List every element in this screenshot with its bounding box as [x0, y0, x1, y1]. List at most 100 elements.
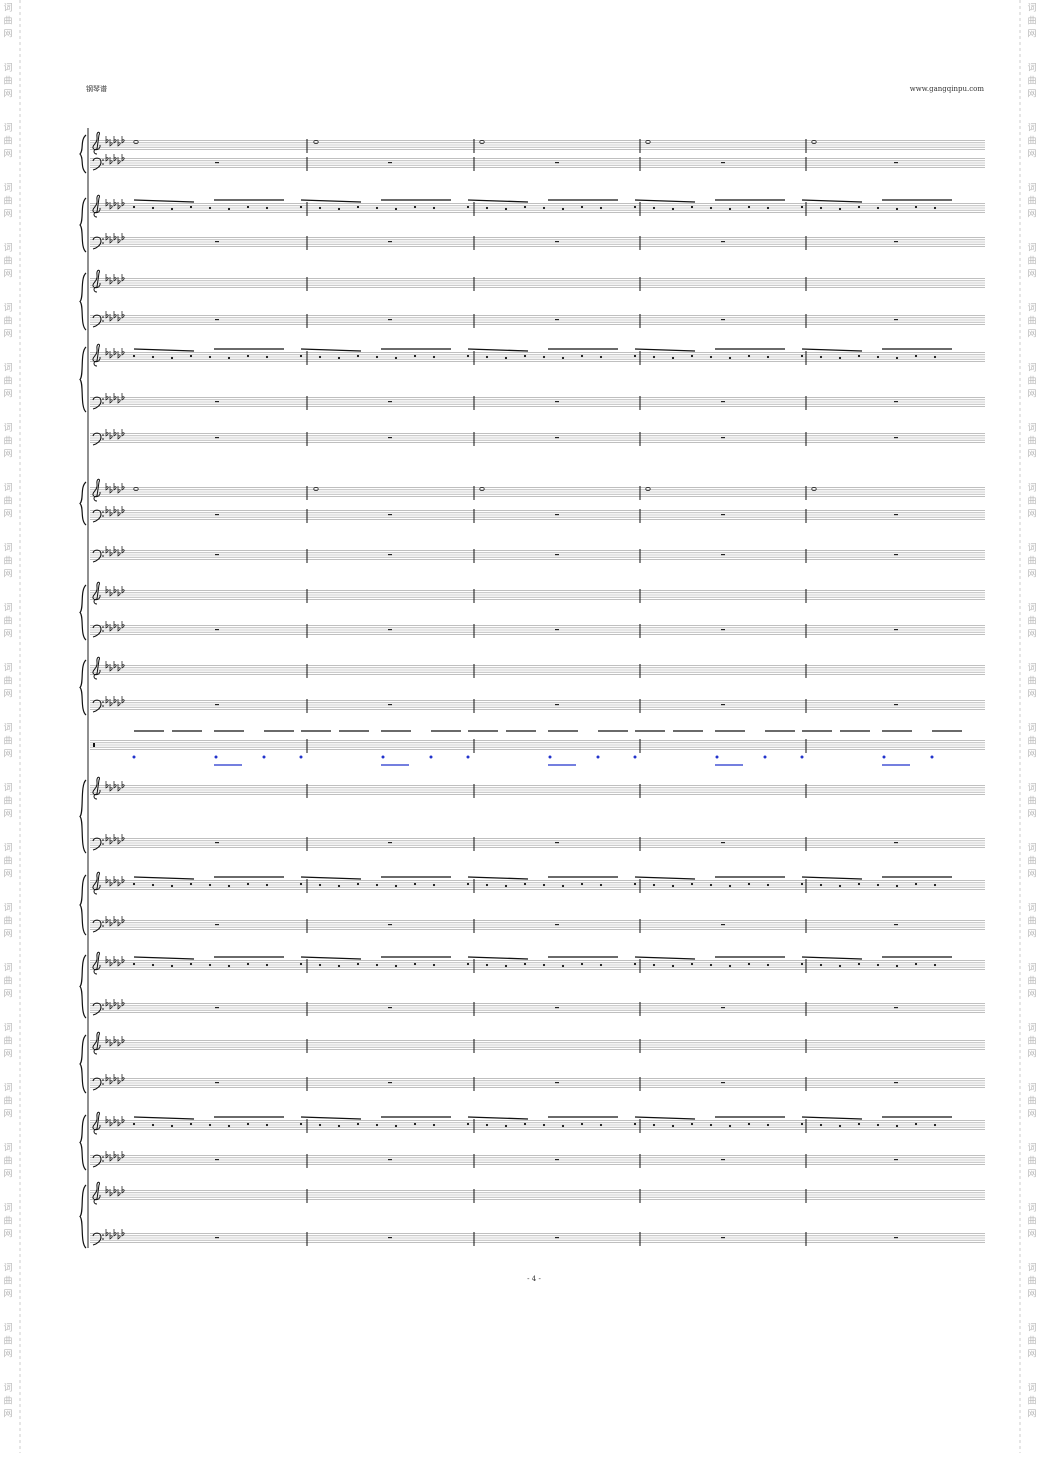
note	[645, 486, 651, 491]
treble-clef	[92, 656, 101, 680]
watermark-char: 网	[1027, 1109, 1036, 1120]
bass-clef	[92, 699, 102, 713]
watermark-char: 词	[3, 423, 12, 434]
rest	[388, 1237, 392, 1239]
note	[819, 963, 823, 967]
flat	[109, 837, 113, 845]
bass-clef	[92, 1002, 102, 1016]
note	[652, 355, 656, 359]
note	[466, 882, 470, 886]
rest	[215, 319, 219, 321]
note	[876, 206, 880, 210]
rest	[215, 162, 219, 164]
rest	[215, 1237, 219, 1239]
watermark-char: 曲	[1027, 436, 1036, 447]
note	[882, 755, 886, 759]
watermark-char: 曲	[1027, 1096, 1036, 1107]
note	[857, 1122, 861, 1126]
clef-dot	[102, 630, 104, 632]
flat	[117, 624, 121, 632]
watermark: 词词曲 曲网 网词 词曲 曲网 网词 词曲 曲网 网词 词曲 曲网 网词 词曲 曲网 网词 词曲 曲网 网词 词曲曲…	[3, 3, 1036, 1420]
note	[895, 207, 899, 211]
watermark-char: 曲	[1027, 616, 1036, 627]
flat	[121, 876, 125, 884]
note	[413, 962, 417, 966]
watermark-char: 网	[3, 1229, 12, 1240]
clef-dot	[102, 1083, 104, 1085]
note	[262, 755, 266, 759]
note	[337, 356, 341, 360]
brace	[79, 1184, 87, 1249]
watermark-char: 词	[3, 363, 12, 374]
watermark-char: 曲	[3, 76, 12, 87]
flat	[113, 506, 117, 514]
flat	[105, 586, 109, 594]
rest	[894, 1082, 898, 1084]
note	[857, 354, 861, 358]
note	[747, 882, 751, 886]
watermark-char: 曲	[1027, 316, 1036, 327]
flat	[121, 274, 125, 282]
note	[599, 963, 603, 967]
note	[246, 205, 250, 209]
flat	[121, 506, 125, 514]
note	[542, 883, 546, 887]
watermark-char: 网	[3, 1349, 12, 1360]
staff	[90, 1229, 985, 1246]
flat	[109, 486, 113, 494]
clef-dot	[102, 438, 104, 440]
bass-clef	[92, 624, 102, 638]
watermark-char: 词	[3, 483, 12, 494]
note	[838, 1124, 842, 1128]
watermark-char: 词	[1027, 1203, 1036, 1214]
note	[151, 1123, 155, 1127]
watermark-char: 网	[3, 929, 12, 940]
beam	[300, 348, 362, 352]
clef-dot	[102, 1079, 104, 1081]
beam	[300, 1116, 362, 1120]
note	[914, 1122, 918, 1126]
note	[504, 207, 508, 211]
note	[375, 883, 379, 887]
note	[299, 755, 303, 759]
watermark-char: 网	[3, 1169, 12, 1180]
watermark-char: 网	[3, 209, 12, 220]
flat	[113, 876, 117, 884]
header-right: www.gangqinpu.com	[910, 85, 985, 93]
watermark-char: 网	[3, 449, 12, 460]
flat	[113, 834, 117, 842]
watermark-char: 曲	[3, 376, 12, 387]
note	[356, 882, 360, 886]
note	[580, 1122, 584, 1126]
clef-dot	[102, 320, 104, 322]
watermark-char: 网	[1027, 629, 1036, 640]
note	[151, 206, 155, 210]
clef-dot	[102, 1234, 104, 1236]
watermark-char: 词	[1027, 783, 1036, 794]
note	[413, 354, 417, 358]
staff	[90, 1181, 985, 1205]
watermark-char: 网	[1027, 569, 1036, 580]
note	[580, 205, 584, 209]
rest	[721, 629, 725, 631]
flat	[105, 393, 109, 401]
note	[671, 884, 675, 888]
watermark-char: 词	[1027, 243, 1036, 254]
note	[170, 884, 174, 888]
note	[132, 1122, 136, 1126]
rest	[388, 241, 392, 243]
flat	[109, 959, 113, 967]
staff	[90, 546, 985, 563]
watermark-char: 网	[3, 29, 12, 40]
flat	[121, 586, 125, 594]
flat	[113, 393, 117, 401]
rest	[388, 629, 392, 631]
flat	[113, 1116, 117, 1124]
rest	[555, 401, 559, 403]
note	[690, 962, 694, 966]
flat	[117, 157, 121, 165]
rest	[215, 1082, 219, 1084]
flat	[109, 277, 113, 285]
watermark-char: 词	[3, 903, 12, 914]
brace	[79, 1114, 87, 1171]
